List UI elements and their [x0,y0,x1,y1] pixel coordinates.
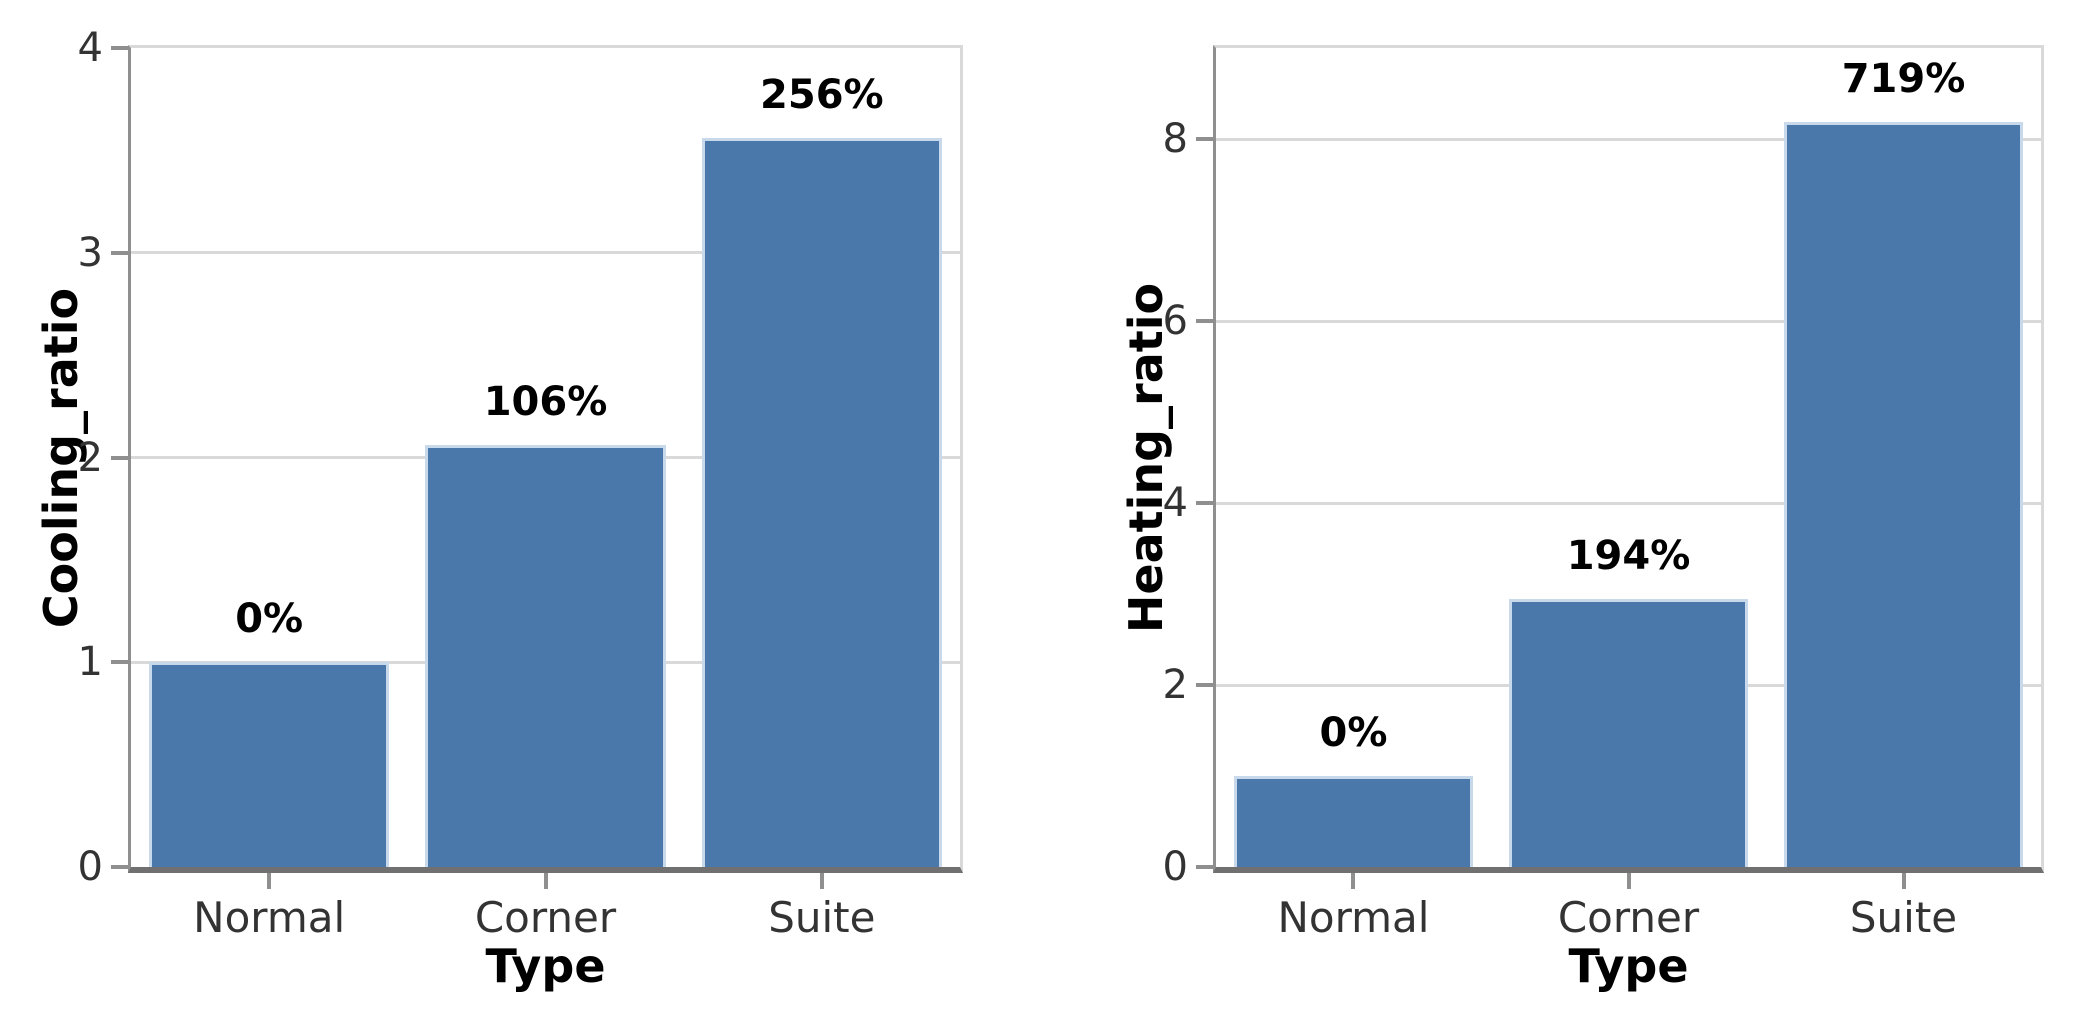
y-tick-label: 4 [77,25,103,71]
x-tick-mark [1901,873,1906,889]
y-tick-mark [111,660,128,665]
gridline [1216,137,2041,141]
x-axis-label: Type [485,939,606,993]
y-tick-label: 0 [77,844,103,890]
gridline [1216,501,2041,505]
bar-value-label: 256% [760,72,884,119]
y-tick-label: 1 [77,639,103,686]
gridline [131,251,960,255]
x-tick-label: Corner [474,893,617,942]
plot-area-cooling-ratio: Cooling_ratio Type 0 1 2 3 4 0% Normal 106% Corn… [34,28,963,993]
bar [1233,776,1474,867]
y-tick-label: 2 [77,434,103,481]
x-axis-label: Type [1568,939,1689,993]
gridline [1216,319,2041,323]
bar-value-label: 719% [1841,55,1966,102]
x-tick-label: Normal [193,893,346,942]
y-tick-label: 6 [1162,298,1188,344]
bar-value-label: 0% [1319,710,1388,756]
y-tick-mark [1196,865,1213,869]
bar-value-label: 106% [483,379,608,426]
y-tick-label: 4 [1162,480,1188,526]
x-tick-mark [543,873,548,889]
x-tick-mark [819,873,824,889]
x-tick-mark [1351,873,1356,889]
y-tick-label: 3 [77,229,103,276]
x-tick-label: Corner [1557,893,1700,942]
y-tick-mark [1196,683,1213,687]
bar [148,662,390,867]
plot-area-heating-ratio: Heating_ratio Type 0 2 4 6 8 0% Normal 194% Corn… [1119,45,2044,993]
bar [1508,599,1749,867]
bar [1783,121,2024,867]
y-tick-label: 8 [1162,116,1188,162]
y-tick-mark [111,865,128,869]
bar-value-label: 0% [235,596,304,643]
y-tick-mark [111,250,128,255]
y-tick-mark [1196,501,1213,505]
x-tick-mark [1626,873,1631,889]
y-tick-mark [111,455,128,460]
bar [701,138,943,867]
x-tick-label: Normal [1277,893,1430,942]
y-tick-mark [1196,319,1213,323]
y-tick-mark [1196,137,1213,141]
bar-value-label: 194% [1566,533,1691,580]
y-tick-label: 0 [1162,844,1188,890]
x-tick-label: Suite [1849,893,1958,942]
bar [425,445,666,867]
y-tick-label: 2 [1162,662,1188,708]
y-tick-mark [111,46,128,50]
x-tick-mark [267,873,272,889]
x-tick-label: Suite [768,893,876,942]
